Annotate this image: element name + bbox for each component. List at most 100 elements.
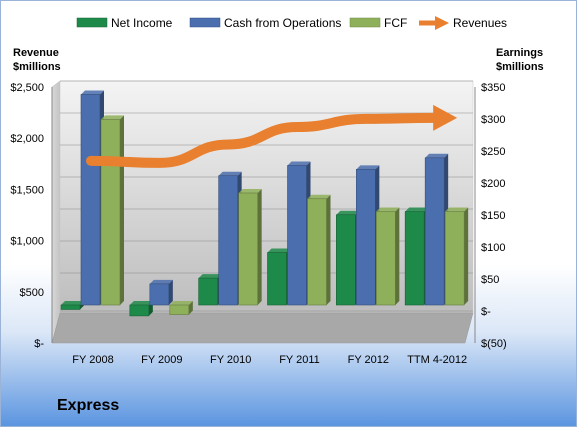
legend-label-cash-from-operations: Cash from Operations [224,16,341,30]
right-tick-label: $- [481,306,491,318]
cash-from-operations-bar [287,161,311,306]
fcf-bar-front [376,211,396,306]
cash-from-operations-bar-top [218,171,242,176]
net-income-bar-top [267,248,291,253]
right-tick-label: $(50) [481,338,507,350]
net-income-bar-front [198,277,218,306]
fcf-bar-front [307,198,327,306]
left-tick-label: $2,000 [10,133,44,145]
cash-from-operations-bar-front [356,169,376,306]
net-income-bar-front [60,304,81,310]
cash-from-operations-bar [80,90,104,306]
left-axis-ticks: $2,500 $2,000 $1,500 $1,000 $500 $- [10,82,44,350]
fcf-bar [376,207,400,306]
fcf-bar-side [395,207,400,305]
net-income-bar-front [267,252,287,306]
fcf-bar [100,115,124,306]
net-income-bar-front [129,304,150,317]
fcf-bar-side [188,301,193,315]
right-tick-label: $250 [481,146,505,158]
legend-arrowhead-icon [435,16,449,30]
left-tick-label: $1,000 [10,236,44,248]
net-income-bar [129,301,153,317]
category-label: TTM 4-2012 [407,354,467,366]
net-income-bar [404,207,429,306]
revenues-line-layer [86,104,458,168]
left-tick-label: $500 [20,287,44,299]
cash-from-operations-bar [218,171,242,306]
category-label: FY 2010 [210,354,251,366]
cash-from-operations-bar-front [287,165,307,306]
left-tick-label: $1,500 [10,184,44,196]
net-income-bar [336,210,360,306]
net-income-bar-front [336,214,356,306]
net-income-bar [198,274,222,306]
fcf-bar [238,189,262,306]
right-axis-ticks: $350 $300 $250 $200 $150 $100 $50 $- $(50) [481,82,507,350]
category-label: FY 2008 [72,354,113,366]
cash-from-operations-bar-top [425,153,449,158]
right-axis-title-line1: Earnings [496,47,543,59]
right-tick-label: $150 [481,210,505,222]
fcf-bar-side [257,189,262,305]
cash-from-operations-bar-top [149,279,173,284]
cash-from-operations-bar-front [424,157,445,306]
fcf-bar-top [445,207,469,212]
fcf-bar-side [326,194,331,305]
net-income-bar-top [129,301,153,305]
cash-from-operations-bar [424,153,449,306]
fcf-bar-side [464,207,469,305]
net-income-bar-top [198,274,222,279]
fcf-bar-top [169,301,193,305]
legend-swatch-cash-from-operations [189,17,221,28]
plot-side-wall [51,80,61,344]
legend-label-net-income: Net Income [111,16,173,30]
legend-item-revenues: Revenues [419,16,507,30]
category-label: FY 2012 [348,354,389,366]
cash-from-operations-bar-front [149,283,170,306]
right-tick-label: $300 [481,114,505,126]
plot-floor [51,312,474,344]
fcf-bar-front [238,192,258,306]
left-tick-label: $- [34,338,44,350]
fcf-bar [307,194,331,306]
right-tick-label: $100 [481,242,505,254]
left-tick-label: $2,500 [10,82,44,94]
legend-swatch-fcf [349,17,381,28]
cash-from-operations-bar [356,165,380,306]
net-income-bar [267,248,291,306]
legend-item-net-income: Net Income [76,16,173,30]
company-name: Express [57,397,120,414]
gridlines [60,80,473,312]
cash-from-operations-bar-side [168,279,173,305]
right-tick-label: $350 [481,82,505,94]
fcf-bar-front [169,304,190,315]
net-income-bar-top [405,207,429,212]
legend-label-fcf: FCF [384,16,407,30]
fcf-bar-top [307,194,331,199]
revenues-line [86,112,441,168]
legend-label-revenues: Revenues [453,16,507,30]
fcf-bar-top [238,189,262,193]
fcf-bar-top [101,115,124,120]
right-axis-title-line2: $millions [496,61,544,73]
category-label: FY 2011 [279,354,320,366]
category-labels: FY 2008 FY 2009 FY 2010 FY 2011 FY 2012 TTM 4… [72,354,467,366]
fcf-bar [169,301,193,315]
net-income-bar-front [404,211,425,306]
net-income-bar-top [61,301,84,305]
category-label: FY 2009 [141,354,182,366]
cash-from-operations-bar-top [287,161,311,166]
cash-from-operations-bar-top [356,165,380,170]
fcf-bar-front [100,119,121,306]
net-income-bar [60,301,84,310]
right-tick-label: $200 [481,178,505,190]
legend-item-cash-from-operations: Cash from Operations [189,16,341,30]
legend: Net Income Cash from Operations FCF Reve… [76,16,507,30]
fcf-bar-side [120,115,124,306]
cash-from-operations-bar-front [218,175,238,306]
legend-item-fcf: FCF [349,16,407,30]
net-income-bar-top [336,210,360,215]
